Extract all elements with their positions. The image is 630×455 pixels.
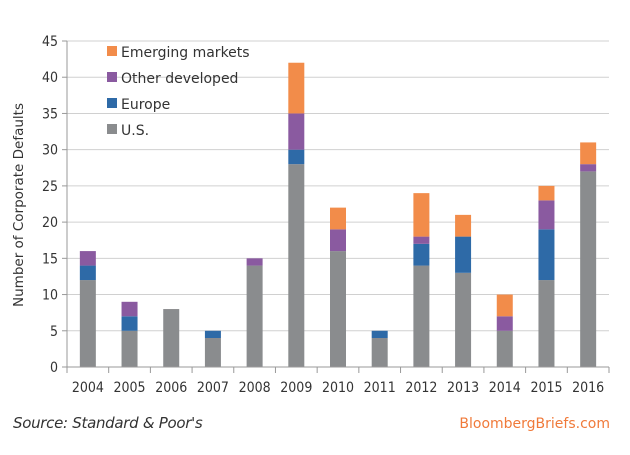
x-tick-label: 2004 (72, 380, 104, 396)
bar-2016-other-developed (580, 164, 597, 172)
bar-2010-u-s- (330, 251, 346, 367)
bar-2011-u-s- (371, 338, 388, 367)
legend-label: Emerging markets (121, 45, 250, 61)
bar-2012-emerging-markets (413, 193, 430, 237)
bar-2004-europe (79, 265, 96, 281)
bar-2009-europe (288, 149, 305, 165)
bar-2009-emerging-markets (288, 62, 305, 114)
y-tick-label: 5 (50, 324, 58, 340)
legend-swatch (107, 124, 117, 134)
bar-2012-u-s- (413, 265, 430, 367)
bar-2013-emerging-markets (455, 214, 472, 237)
y-tick-label: 15 (42, 251, 58, 267)
bar-2010-other-developed (330, 229, 346, 252)
bars (79, 62, 597, 367)
x-tick-label: 2007 (197, 380, 229, 396)
bar-2005-other-developed (121, 301, 138, 317)
bar-2007-u-s- (204, 338, 221, 367)
x-tick-label: 2011 (364, 380, 396, 396)
legend-swatch (107, 72, 117, 82)
axes (66, 41, 610, 373)
y-tick-label: 45 (42, 34, 58, 50)
bar-2015-other-developed (538, 200, 555, 230)
source-note: Source: Standard & Poor's (13, 414, 203, 432)
bar-2015-u-s- (538, 280, 555, 367)
y-tick-label: 20 (42, 215, 58, 231)
bar-2007-europe (204, 330, 221, 339)
bar-2008-other-developed (246, 258, 263, 266)
legend-swatch (107, 46, 117, 56)
bar-2012-other-developed (413, 236, 430, 244)
bar-2014-u-s- (496, 330, 513, 367)
x-tick-label: 2005 (114, 380, 146, 396)
bar-2004-u-s- (79, 280, 96, 367)
bar-2012-europe (413, 243, 430, 266)
x-tick-label: 2012 (405, 380, 437, 396)
bar-2014-other-developed (496, 316, 513, 331)
bar-2005-europe (121, 316, 138, 331)
legend-label: Other developed (121, 71, 238, 87)
bar-2011-europe (371, 330, 388, 339)
legend-swatch (107, 98, 117, 108)
bar-2016-emerging-markets (580, 142, 597, 165)
y-tick-label: 0 (50, 360, 58, 376)
x-tick-label: 2010 (322, 380, 354, 396)
x-tick-label: 2016 (572, 380, 604, 396)
x-tick-labels: 2004 2005 2006 2007 2008 2009 2010 2011 2012 2013… (72, 380, 604, 396)
bar-2009-u-s- (288, 164, 305, 367)
legend-label: U.S. (121, 123, 149, 139)
x-tick-label: 2006 (155, 380, 187, 396)
bar-2005-u-s- (121, 330, 138, 367)
y-tick-label: 35 (42, 106, 58, 122)
bar-2013-u-s- (455, 272, 472, 367)
bar-2014-emerging-markets (496, 294, 513, 317)
x-tick-label: 2014 (489, 380, 521, 396)
bar-2016-u-s- (580, 171, 597, 367)
y-axis-title: Number of Corporate Defaults (11, 103, 27, 307)
y-tick-label: 30 (42, 143, 58, 159)
x-tick-label: 2015 (530, 380, 562, 396)
y-tick-label: 25 (42, 179, 58, 195)
bar-2004-other-developed (79, 251, 96, 266)
x-tick-label: 2013 (447, 380, 479, 396)
legend-label: Europe (121, 97, 170, 113)
y-tick-label: 10 (42, 288, 58, 304)
x-tick-label: 2009 (280, 380, 312, 396)
bar-2015-europe (538, 229, 555, 281)
x-tick-label: 2008 (239, 380, 271, 396)
bar-2013-europe (455, 236, 472, 273)
y-tick-labels: 0 5 10 15 20 25 30 35 40 45 (42, 34, 58, 376)
y-tick-label: 40 (42, 70, 58, 86)
brand-link[interactable]: BloombergBriefs.com (459, 416, 610, 432)
bar-2008-u-s- (246, 265, 263, 367)
bar-2006-u-s- (163, 309, 180, 367)
bar-2010-emerging-markets (330, 207, 346, 230)
legend: Emerging markets Other developed Europe U.S… (107, 45, 250, 139)
bar-2015-emerging-markets (538, 185, 555, 201)
bar-2009-other-developed (288, 113, 305, 150)
